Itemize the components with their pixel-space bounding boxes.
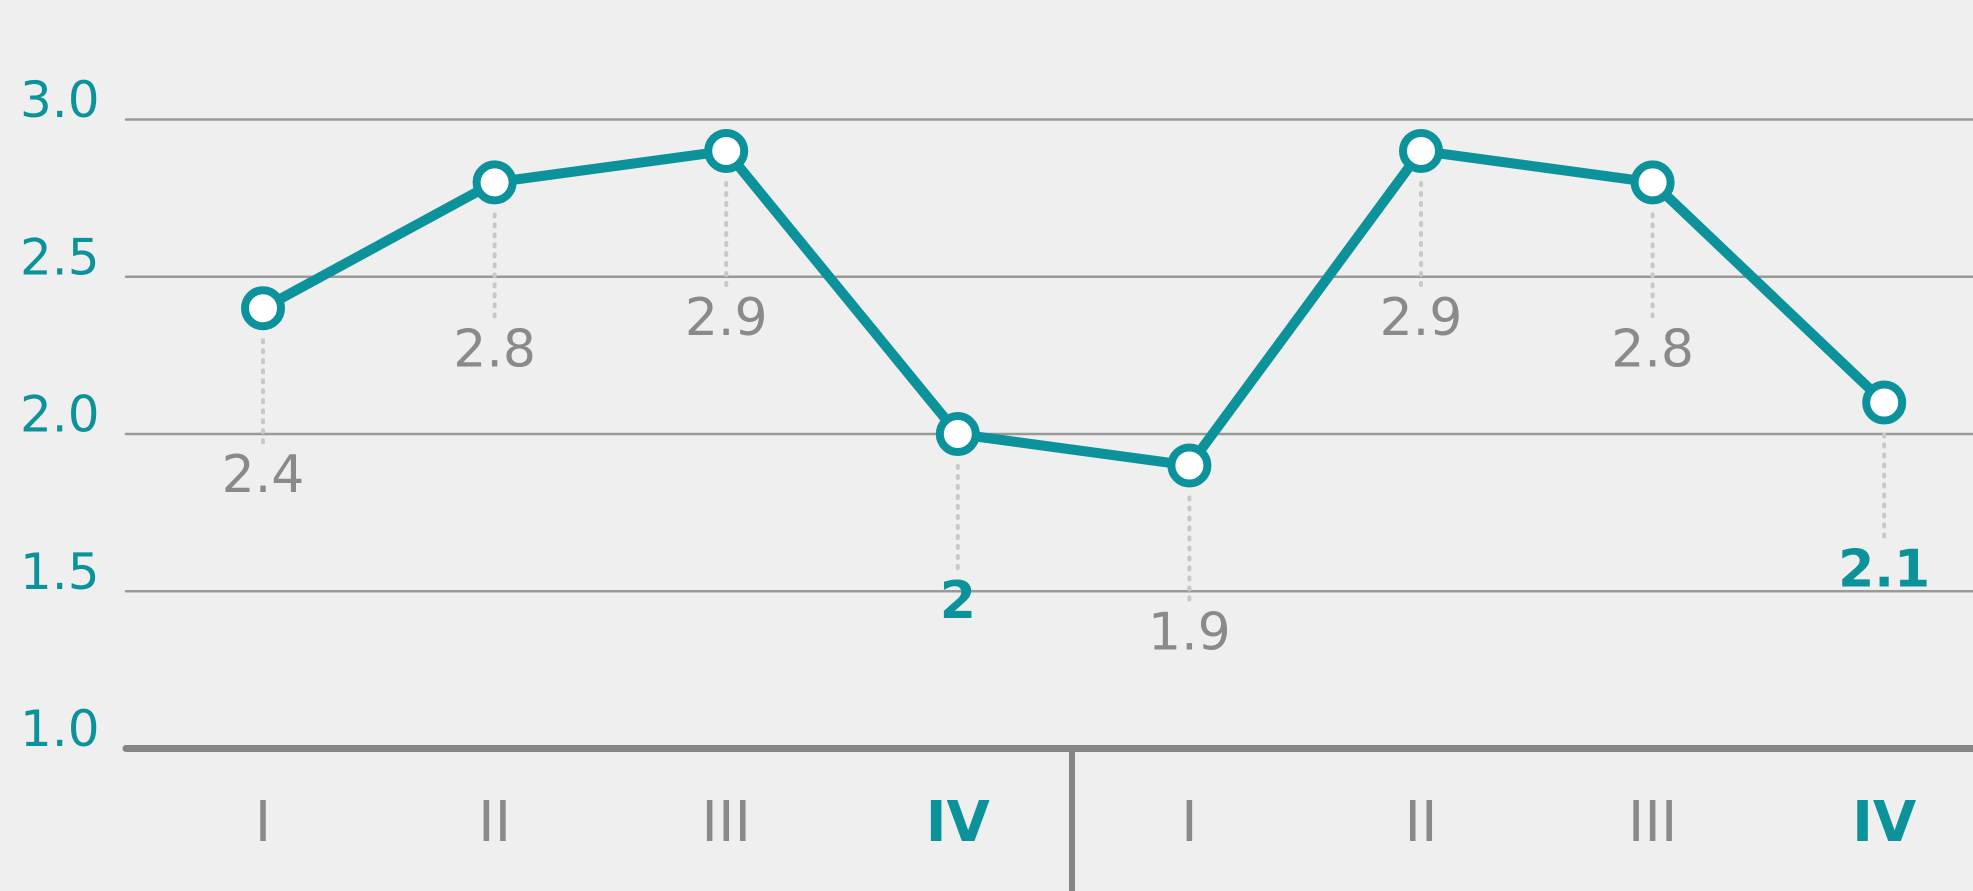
x-tick-label: I: [255, 790, 272, 855]
value-label: 2: [940, 571, 976, 631]
x-tick-label: IV: [926, 790, 991, 855]
value-label: 2.8: [453, 319, 536, 379]
point: [241, 286, 285, 331]
point: [1862, 380, 1907, 425]
point: [1399, 128, 1443, 173]
point: [472, 160, 517, 205]
value-label: 1.9: [1148, 602, 1231, 662]
y-tick-label: 2.0: [20, 386, 100, 444]
point: [1630, 160, 1675, 205]
y-tick-label: 3.0: [20, 71, 100, 129]
series-line: [260, 145, 1888, 471]
x-tick-label: III: [701, 790, 751, 855]
point: [935, 412, 980, 457]
value-label: 2.8: [1611, 319, 1694, 379]
value-label: 2.1: [1838, 540, 1930, 600]
value-label: 2.4: [222, 445, 305, 505]
y-tick-label: 1.5: [20, 543, 100, 601]
x-tick-label: II: [478, 790, 511, 855]
value-label: 2.9: [1380, 288, 1463, 348]
x-tick-label: II: [1404, 790, 1437, 855]
y-tick-label: 2.5: [20, 228, 100, 286]
x-tick-label: IV: [1852, 790, 1917, 855]
x-tick-label: III: [1628, 790, 1678, 855]
point: [1167, 443, 1212, 488]
point: [704, 128, 749, 173]
x-tick-label: I: [1181, 790, 1198, 855]
y-tick-label: 1.0: [20, 700, 100, 758]
value-label: 2.9: [685, 288, 768, 348]
